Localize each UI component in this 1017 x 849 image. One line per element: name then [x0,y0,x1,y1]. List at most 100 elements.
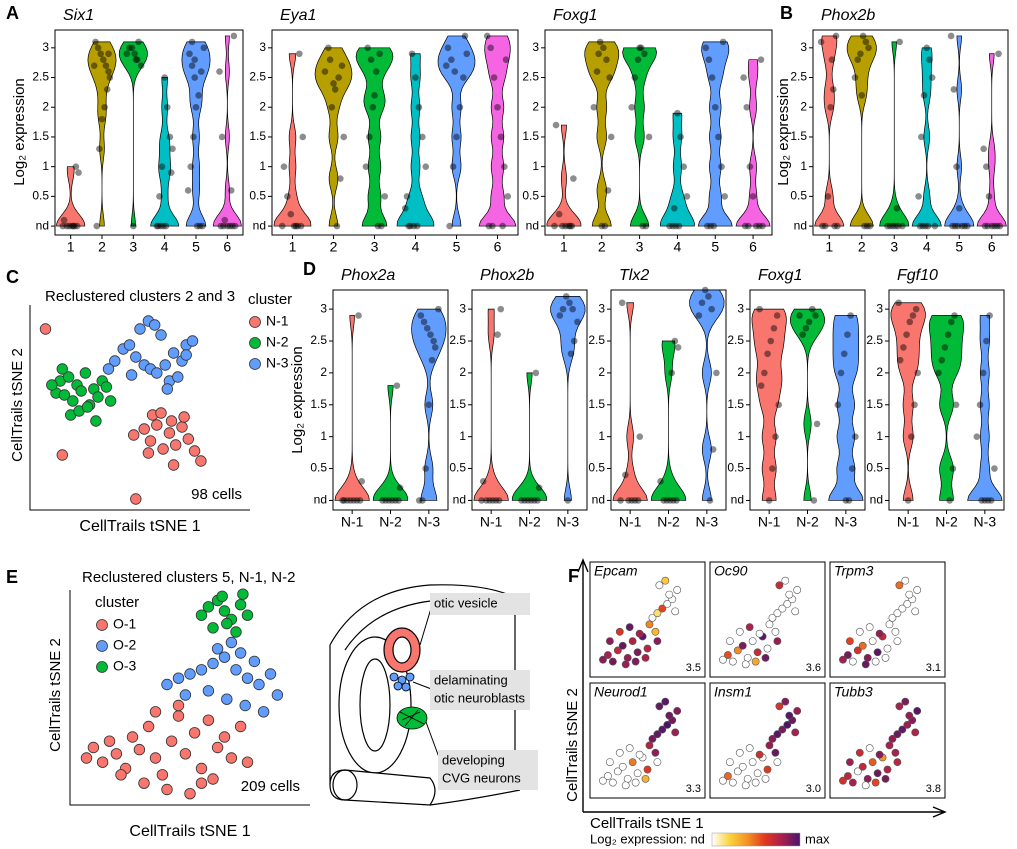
data-point [264,668,277,680]
data-point [106,74,114,81]
data-point [741,660,750,669]
data-point [216,68,223,75]
y-tick-label: 1 [598,429,605,443]
data-point [195,777,208,789]
chart-title: Foxg1 [758,267,802,284]
x-tick-label: 2 [330,239,338,255]
data-point [759,222,766,230]
data-point [893,730,902,739]
y-tick-label: nd [731,493,744,507]
data-point [158,163,166,170]
data-point [239,699,251,712]
data-point [851,74,859,81]
violin [944,35,975,227]
data-point [791,607,800,616]
data-point [335,74,342,81]
data-point [372,68,380,75]
data-point [605,758,614,766]
data-point [460,74,467,81]
data-point [861,660,870,669]
data-point [326,56,334,64]
data-point [613,767,622,776]
data-point [953,163,960,170]
data-point [393,382,401,389]
data-point [127,429,140,441]
y-tick-label: 2.5 [727,333,744,347]
data-point [785,590,794,599]
data-point [893,637,902,645]
data-point [695,312,703,319]
data-point [231,222,239,230]
data-point [419,497,426,504]
data-point [886,222,894,230]
legend-label: N-1 [266,313,289,329]
x-tick-label: N-1 [758,514,781,530]
chart-title: Fgf10 [897,267,938,284]
data-point [211,741,224,754]
x-tick-label: N-1 [480,514,503,530]
data-point [660,497,668,504]
data-point [600,44,607,52]
chart-title: Six1 [63,7,94,24]
data-point [855,748,864,757]
data-point [486,497,493,504]
data-point [417,312,425,319]
y-tick-label: nd [526,218,539,232]
data-point [674,344,682,351]
data-point [413,222,421,230]
x-tick-label: N-3 [418,514,441,530]
data-point [840,350,848,358]
data-point [661,576,670,585]
data-point [483,32,491,40]
y-tick-label: 1 [737,429,744,443]
subplot-title: Neurod1 [594,684,648,700]
data-point [446,222,453,230]
data-point [724,651,732,659]
data-point [494,103,501,111]
data-point [643,765,652,774]
data-point [778,604,787,613]
data-point [985,193,993,200]
data-point [852,433,859,440]
data-point [551,222,558,230]
colorbar-label: Log₂ expression: nd [590,831,705,846]
data-point [172,371,184,383]
data-point [615,627,624,636]
violin [372,385,409,501]
data-point [628,497,636,504]
data-point [865,623,874,632]
data-point [608,657,617,666]
x-tick-label: 5 [955,239,963,255]
data-point [793,586,802,594]
y-tick-label: 1.5 [588,397,605,411]
data-point [156,193,163,200]
data-point [986,312,993,319]
data-point [126,731,139,743]
y-axis-label: CellTrails tSNE 2 [9,348,26,462]
data-point [449,163,457,170]
data-point [197,68,205,75]
axis-lines [29,305,250,511]
data-point [748,758,757,766]
data-point [187,163,195,170]
data-point [340,497,348,504]
data-point [996,222,1004,230]
y-tick-label: 2.5 [32,70,49,84]
data-point [570,337,578,345]
data-point [669,497,677,504]
x-tick-label: N-2 [935,514,958,530]
data-point [200,44,208,52]
data-point [901,697,910,706]
data-point [622,471,629,479]
data-point [866,222,874,230]
data-point [366,133,373,141]
data-point [101,103,108,111]
legend-marker [96,661,108,673]
data-point [75,385,87,397]
data-point [103,86,111,93]
data-point [885,741,894,750]
legend-marker [249,358,261,370]
data-point [949,222,956,230]
data-point [192,103,200,111]
data-point [740,74,747,81]
